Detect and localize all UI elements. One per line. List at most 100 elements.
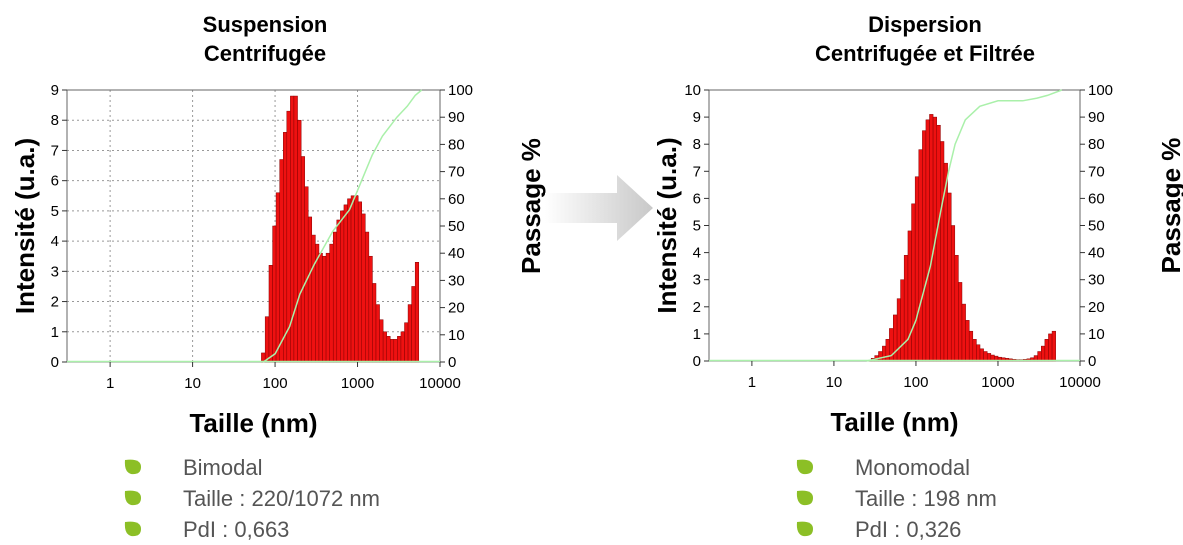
left-title-line1: Suspension (202, 12, 328, 37)
right-bar (968, 330, 974, 362)
left-bullet-3: PdI : 0,663 (183, 517, 290, 542)
left-bar (411, 286, 416, 363)
left-bar (393, 339, 398, 363)
left-bar (307, 216, 313, 363)
left-bar (272, 225, 277, 363)
left-y2-tick-label: 70 (448, 164, 465, 181)
left-y2-tick-label: 0 (448, 354, 456, 371)
left-bar (343, 204, 348, 363)
right-y-tick-label: 9 (693, 109, 701, 126)
left-x-tick-label: 10000 (419, 375, 461, 392)
right-bar (878, 351, 883, 362)
left-bar (300, 156, 305, 363)
left-title-line2: Centrifugée (203, 41, 327, 66)
left-bar (336, 219, 341, 363)
left-bar (407, 304, 412, 363)
right-bar (882, 345, 887, 362)
left-bar (340, 210, 345, 363)
left-y2-tick-label: 40 (448, 245, 465, 262)
leaf-bullet-icon (124, 459, 141, 475)
left-bar (389, 339, 395, 363)
right-bar (965, 320, 970, 362)
right-bar (972, 339, 977, 362)
leaf-bullet-icon (796, 521, 813, 537)
left-y2-tick-label: 20 (448, 300, 465, 317)
right-x-tick-label: 100 (903, 374, 928, 391)
left-bar (361, 213, 366, 363)
right-y2-tick-label: 20 (1088, 299, 1105, 316)
leaf-bullet-icon (124, 521, 141, 537)
right-y2-tick-label: 10 (1088, 326, 1105, 343)
left-summary-list: Bimodal Taille : 220/1072 nm PdI : 0,663 (123, 452, 380, 545)
right-y2-tick-label: 0 (1088, 353, 1096, 370)
right-bar (925, 119, 930, 362)
list-item: Taille : 220/1072 nm (123, 483, 380, 514)
left-y-tick-label: 9 (51, 82, 59, 99)
left-bar (404, 322, 409, 363)
right-bar (914, 176, 920, 362)
left-x-tick-label: 1 (106, 375, 114, 392)
right-y-tick-label: 3 (693, 272, 701, 289)
left-bar (264, 316, 270, 363)
right-title-line1: Dispersion (868, 12, 982, 37)
left-bar (268, 265, 273, 363)
left-bar (318, 252, 323, 363)
left-bar (304, 186, 309, 363)
left-y2-axis-title: Passage % (516, 138, 546, 274)
right-bar (976, 344, 981, 362)
right-bar (900, 279, 905, 362)
right-y-tick-label: 1 (693, 326, 701, 343)
right-y2-tick-label: 80 (1088, 136, 1105, 153)
leaf-bullet-icon (124, 490, 141, 506)
right-bar (907, 230, 912, 362)
right-y2-axis-title: Passage % (1156, 138, 1183, 274)
right-bar (979, 348, 984, 362)
left-x-axis-title: Taille (nm) (189, 408, 317, 438)
right-y2-tick-label: 100 (1088, 82, 1113, 99)
left-bar (329, 243, 334, 363)
left-bar (347, 198, 352, 363)
right-bar (950, 225, 956, 362)
leaf-bullet-icon (796, 490, 813, 506)
left-y-tick-label: 6 (51, 173, 59, 190)
left-y2-tick-label: 100 (448, 82, 473, 99)
right-y-tick-label: 7 (693, 163, 701, 180)
right-bar (896, 298, 901, 362)
right-y2-tick-label: 90 (1088, 109, 1105, 126)
left-bar (297, 119, 302, 363)
left-bar (311, 234, 316, 363)
right-y-tick-label: 2 (693, 299, 701, 316)
left-cumulative-line (262, 89, 423, 363)
left-bar (400, 331, 405, 363)
left-bar (279, 159, 284, 363)
right-bar (1051, 330, 1056, 362)
right-x-axis-title: Taille (nm) (830, 407, 958, 437)
left-bar (397, 336, 402, 363)
right-bar (958, 282, 963, 362)
left-bar (375, 304, 380, 363)
left-bar (414, 262, 420, 363)
left-y-tick-label: 2 (51, 294, 59, 311)
list-item: Taille : 198 nm (795, 483, 997, 514)
left-y-axis-title: Intensité (u.a.) (10, 138, 40, 314)
right-y-tick-label: 6 (693, 190, 701, 207)
right-title-line2: Centrifugée et Filtrée (814, 41, 1036, 66)
left-bar (332, 231, 338, 363)
right-chart-title: Dispersion Centrifugée et Filtrée (765, 10, 1085, 68)
left-y2-tick-label: 80 (448, 136, 465, 153)
right-bar (936, 124, 941, 362)
left-x-tick-label: 10 (184, 375, 201, 392)
left-y2-tick-label: 30 (448, 272, 465, 289)
left-y-tick-label: 0 (51, 354, 59, 371)
left-bar (379, 319, 384, 363)
right-bar (954, 255, 959, 362)
left-bar (386, 336, 391, 363)
right-cumulative-line (866, 89, 1063, 362)
right-bar (983, 351, 988, 362)
right-summary-list: Monomodal Taille : 198 nm PdI : 0,326 (795, 452, 997, 545)
leaf-bullet-icon (796, 459, 813, 475)
list-item: Bimodal (123, 452, 380, 483)
right-bar (1044, 339, 1049, 362)
left-y2-tick-label: 90 (448, 109, 465, 126)
left-y2-tick-label: 10 (448, 327, 465, 344)
